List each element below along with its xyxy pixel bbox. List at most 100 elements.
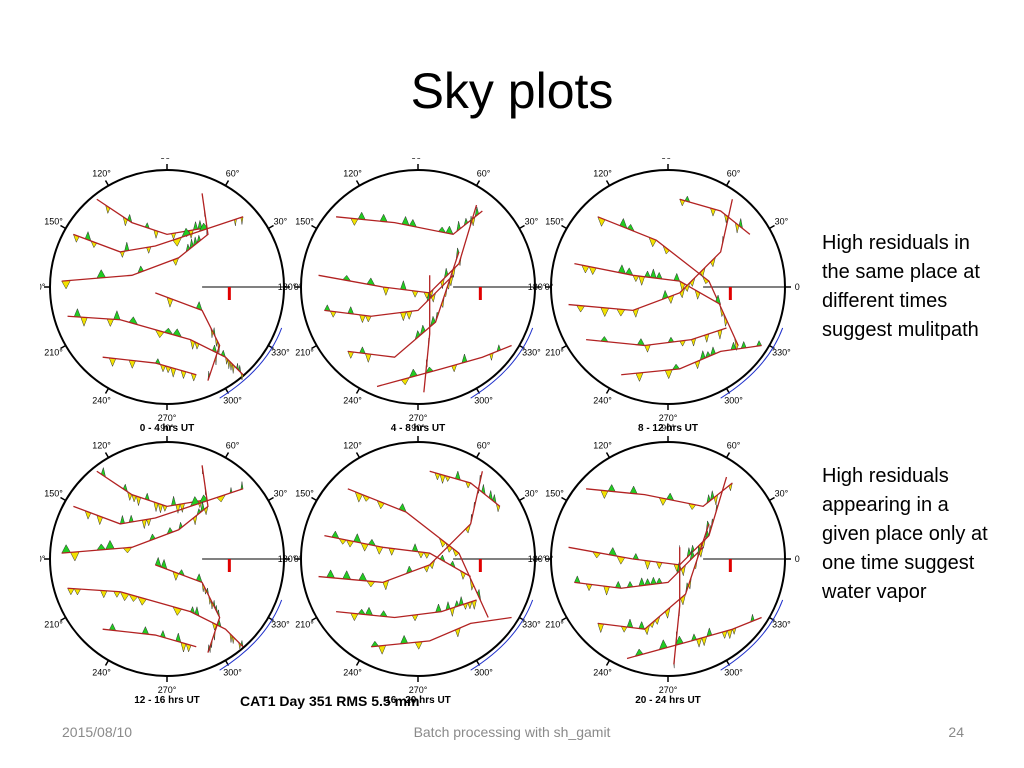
satellite-track	[67, 315, 244, 376]
satellite-track	[324, 274, 454, 317]
slide-title: Sky plots	[410, 63, 614, 119]
satellite-track	[568, 476, 728, 566]
satellite-track	[568, 199, 733, 312]
satellite-track	[376, 344, 512, 388]
azimuth-label: 270°	[659, 413, 678, 423]
satellite-track	[336, 210, 483, 236]
scale-bar	[478, 287, 482, 300]
satellite-track	[318, 471, 483, 584]
panel-time-label: 4 - 8 hrs UT	[391, 423, 445, 434]
satellite-track	[371, 616, 512, 648]
azimuth-label: 180°	[278, 554, 297, 564]
satellite-track	[574, 546, 704, 589]
sky-plot-panel: 90°60°30°0°330°300°270°240°210°180°150°1…	[40, 158, 303, 434]
satellite-track	[423, 275, 431, 393]
azimuth-label: 300°	[223, 395, 242, 405]
azimuth-label: 90°	[661, 158, 675, 161]
satellite-track	[73, 488, 244, 525]
azimuth-label: 300°	[724, 667, 743, 677]
azimuth-label: 150°	[545, 489, 564, 499]
azimuth-label: 150°	[295, 217, 314, 227]
azimuth-label: 210°	[44, 620, 63, 630]
azimuth-label: 60°	[727, 169, 741, 179]
azimuth-label: 90°	[160, 423, 174, 433]
azimuth-label: 120°	[92, 169, 111, 179]
satellite-track	[347, 251, 460, 358]
azimuth-label: 240°	[593, 667, 612, 677]
azimuth-label: 30°	[775, 489, 789, 499]
azimuth-label: 180°	[278, 282, 297, 292]
azimuth-label: 60°	[226, 441, 240, 451]
azimuth-label: 150°	[545, 217, 564, 227]
azimuth-label: 0°	[795, 554, 800, 564]
satellite-track	[597, 216, 739, 346]
azimuth-label: 300°	[474, 395, 493, 405]
satellite-track	[586, 482, 733, 508]
satellite-track	[336, 599, 477, 619]
azimuth-label: 90°	[411, 423, 425, 433]
scale-bar	[728, 287, 732, 300]
scale-bar	[227, 287, 231, 300]
satellite-track	[586, 327, 727, 347]
satellite-track	[429, 470, 501, 507]
azimuth-label: 270°	[158, 685, 177, 695]
azimuth-label: 180°	[528, 282, 547, 292]
satellite-track	[324, 534, 471, 578]
azimuth-label: 330°	[772, 348, 791, 358]
azimuth-label: 120°	[593, 169, 612, 179]
sky-plot-panel: 90°60°30°0°330°300°270°240°210°180°150°1…	[278, 158, 554, 434]
azimuth-label: 180°	[40, 282, 46, 292]
sky-plot-panel: 90°60°30°0°330°300°270°240°210°180°150°1…	[40, 423, 303, 706]
sky-plot-panel: 90°60°30°0°330°300°270°240°210°180°150°1…	[528, 423, 800, 706]
azimuth-label: 330°	[522, 348, 541, 358]
satellite-track	[96, 470, 203, 508]
azimuth-label: 270°	[409, 685, 428, 695]
azimuth-label: 60°	[477, 169, 491, 179]
satellite-track	[102, 356, 197, 376]
azimuth-label: 150°	[295, 489, 314, 499]
azimuth-label: 210°	[295, 348, 314, 358]
scale-bar	[478, 559, 482, 572]
note-water-vapor: High residuals appearing in a given plac…	[822, 465, 988, 603]
satellite-track	[155, 292, 221, 381]
panel-time-label: 20 - 24 hrs UT	[635, 695, 701, 706]
satellite-track	[621, 344, 762, 376]
azimuth-label: 240°	[343, 395, 362, 405]
azimuth-label: 150°	[44, 217, 63, 227]
azimuth-label: 30°	[525, 217, 539, 227]
azimuth-label: 240°	[343, 667, 362, 677]
azimuth-label: 330°	[271, 348, 290, 358]
azimuth-label: 210°	[545, 348, 564, 358]
azimuth-label: 90°	[160, 158, 174, 161]
azimuth-label: 90°	[411, 158, 425, 161]
satellite-track	[679, 198, 751, 235]
sky-plot-panel: 90°60°30°0°330°300°270°240°210°180°150°1…	[528, 158, 800, 434]
satellite-track	[673, 547, 681, 665]
azimuth-label: 330°	[772, 620, 791, 630]
panel-time-label: 8 - 12 hrs UT	[638, 423, 698, 434]
sky-plot-panel: 90°60°30°0°330°300°270°240°210°180°150°1…	[278, 423, 554, 706]
azimuth-label: 150°	[44, 489, 63, 499]
panel-time-label: 16 - 20 hrs UT	[385, 695, 451, 706]
azimuth-label: 60°	[477, 441, 491, 451]
azimuth-label: 300°	[724, 395, 743, 405]
azimuth-label: 90°	[661, 423, 675, 433]
azimuth-label: 60°	[727, 441, 741, 451]
azimuth-label: 210°	[295, 620, 314, 630]
azimuth-label: 240°	[92, 395, 111, 405]
azimuth-label: 270°	[158, 413, 177, 423]
azimuth-label: 30°	[775, 217, 789, 227]
satellite-track	[102, 628, 197, 648]
azimuth-label: 210°	[545, 620, 564, 630]
satellite-track	[61, 465, 209, 554]
satellite-track	[574, 262, 721, 306]
satellite-track	[67, 587, 244, 648]
satellite-track	[318, 204, 478, 294]
azimuth-label: 120°	[343, 441, 362, 451]
azimuth-label: 30°	[274, 489, 288, 499]
figure-caption: CAT1 Day 351 RMS 5.5 mm	[240, 693, 419, 709]
panel-time-label: 12 - 16 hrs UT	[134, 695, 200, 706]
azimuth-label: 30°	[274, 217, 288, 227]
azimuth-label: 270°	[409, 413, 428, 423]
footer-title: Batch processing with sh_gamit	[413, 724, 611, 740]
